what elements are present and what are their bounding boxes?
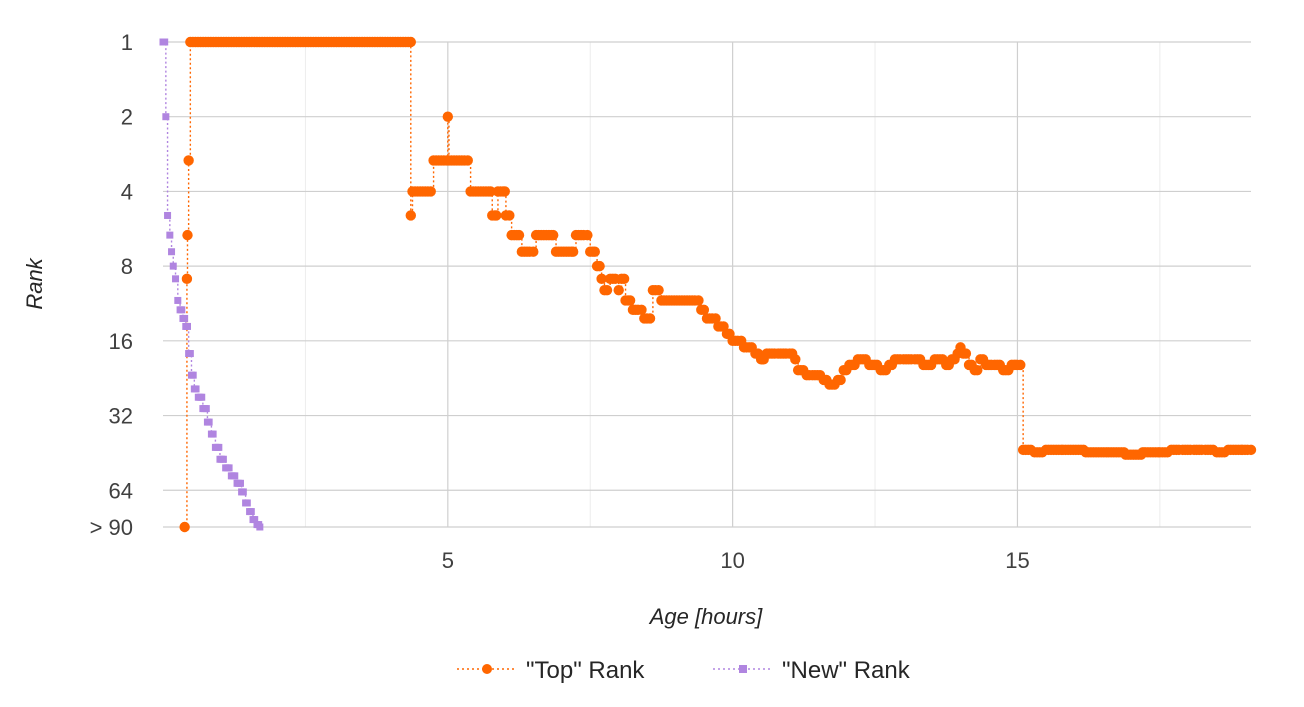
top-rank-point xyxy=(960,348,972,359)
top-rank-point xyxy=(693,295,704,306)
top-rank-point xyxy=(790,354,801,365)
y-tick-label: 8 xyxy=(121,254,133,279)
x-tick-label: 15 xyxy=(1005,548,1029,573)
top-rank-point xyxy=(698,304,710,316)
top-rank-point xyxy=(596,273,607,285)
top-rank-point xyxy=(835,374,846,386)
series-line xyxy=(163,41,261,527)
top-rank-point xyxy=(636,304,647,316)
legend-label-top-rank: "Top" Rank xyxy=(526,657,645,684)
x-axis-title: Age [hours] xyxy=(648,604,763,629)
series-new-rank xyxy=(159,38,264,531)
new-rank-point xyxy=(215,443,223,451)
top-rank-point xyxy=(582,229,593,241)
new-rank-point xyxy=(198,393,206,401)
top-rank-point xyxy=(513,229,525,241)
top-rank-point xyxy=(499,186,510,197)
new-rank-point xyxy=(169,262,177,270)
new-rank-point xyxy=(162,113,170,121)
new-rank-point xyxy=(219,455,227,463)
new-rank-point xyxy=(168,248,176,256)
new-rank-point xyxy=(205,418,213,426)
y-tick-label: 2 xyxy=(121,105,133,130)
y-tick-label: 64 xyxy=(109,478,133,503)
y-tick-label: 4 xyxy=(121,179,133,204)
legend: "Top" Rank "New" Rank xyxy=(457,657,911,684)
top-rank-point xyxy=(547,229,559,241)
minor-gridlines xyxy=(304,42,1161,527)
new-rank-point xyxy=(243,499,251,507)
new-rank-point xyxy=(247,508,255,516)
series-top-rank xyxy=(179,36,1257,533)
top-rank-point xyxy=(504,210,515,221)
new-rank-point xyxy=(172,275,180,283)
new-rank-point xyxy=(256,523,264,531)
y-tick-label: 32 xyxy=(109,404,133,429)
top-rank-point xyxy=(462,155,473,166)
x-tick-label: 10 xyxy=(720,548,744,573)
new-rank-point xyxy=(231,472,239,480)
top-rank-point xyxy=(442,111,454,122)
new-rank-point xyxy=(186,350,194,358)
new-rank-point xyxy=(251,516,259,524)
new-rank-point xyxy=(225,464,233,472)
legend-item-new-rank: "New" Rank xyxy=(713,657,911,684)
top-rank-point xyxy=(485,186,496,197)
new-rank-point xyxy=(183,322,191,330)
new-rank-point xyxy=(166,231,174,239)
y-tick-label: > 90 xyxy=(90,515,133,540)
top-rank-point xyxy=(567,246,579,257)
top-rank-point xyxy=(613,284,624,296)
new-rank-point xyxy=(164,211,172,219)
legend-marker-top-rank xyxy=(482,664,492,674)
top-rank-point xyxy=(491,210,502,221)
top-rank-point xyxy=(181,273,193,285)
new-rank-point xyxy=(236,479,244,487)
new-rank-point xyxy=(161,38,169,46)
top-rank-point xyxy=(405,210,416,221)
legend-item-top-rank: "Top" Rank xyxy=(457,657,645,684)
y-tick-label: 1 xyxy=(121,30,133,55)
new-rank-point xyxy=(209,430,217,438)
top-rank-point xyxy=(528,246,539,257)
top-rank-point xyxy=(653,284,664,296)
top-rank-point xyxy=(972,364,983,376)
new-rank-point xyxy=(239,488,247,496)
top-rank-point xyxy=(624,295,636,306)
series-layer xyxy=(159,36,1257,533)
top-rank-point xyxy=(601,284,613,296)
new-rank-point xyxy=(189,371,197,379)
top-rank-point xyxy=(182,229,193,241)
x-tick-label: 5 xyxy=(442,548,454,573)
top-rank-point xyxy=(589,246,600,257)
top-rank-point xyxy=(618,273,630,285)
legend-label-new-rank: "New" Rank xyxy=(782,657,911,684)
top-rank-point xyxy=(1245,444,1257,456)
new-rank-point xyxy=(174,296,182,304)
new-rank-point xyxy=(202,405,210,413)
legend-marker-new-rank xyxy=(739,665,747,673)
top-rank-point xyxy=(425,186,436,197)
top-rank-point xyxy=(179,521,190,533)
y-axis-title: Rank xyxy=(22,257,47,309)
new-rank-point xyxy=(192,385,200,393)
top-rank-point xyxy=(710,313,721,324)
major-gridlines xyxy=(163,41,1251,528)
x-axis-tick-labels: 5 10 15 xyxy=(442,548,1030,573)
top-rank-point xyxy=(183,155,194,166)
new-rank-point xyxy=(178,306,186,314)
top-rank-point xyxy=(1015,359,1026,371)
top-rank-point xyxy=(594,260,605,272)
top-rank-point xyxy=(405,36,416,48)
top-rank-point xyxy=(644,313,656,324)
y-axis-tick-labels: 1 2 4 8 16 32 64 > 90 xyxy=(90,30,133,540)
new-rank-point xyxy=(181,314,189,322)
y-tick-label: 16 xyxy=(109,329,133,354)
